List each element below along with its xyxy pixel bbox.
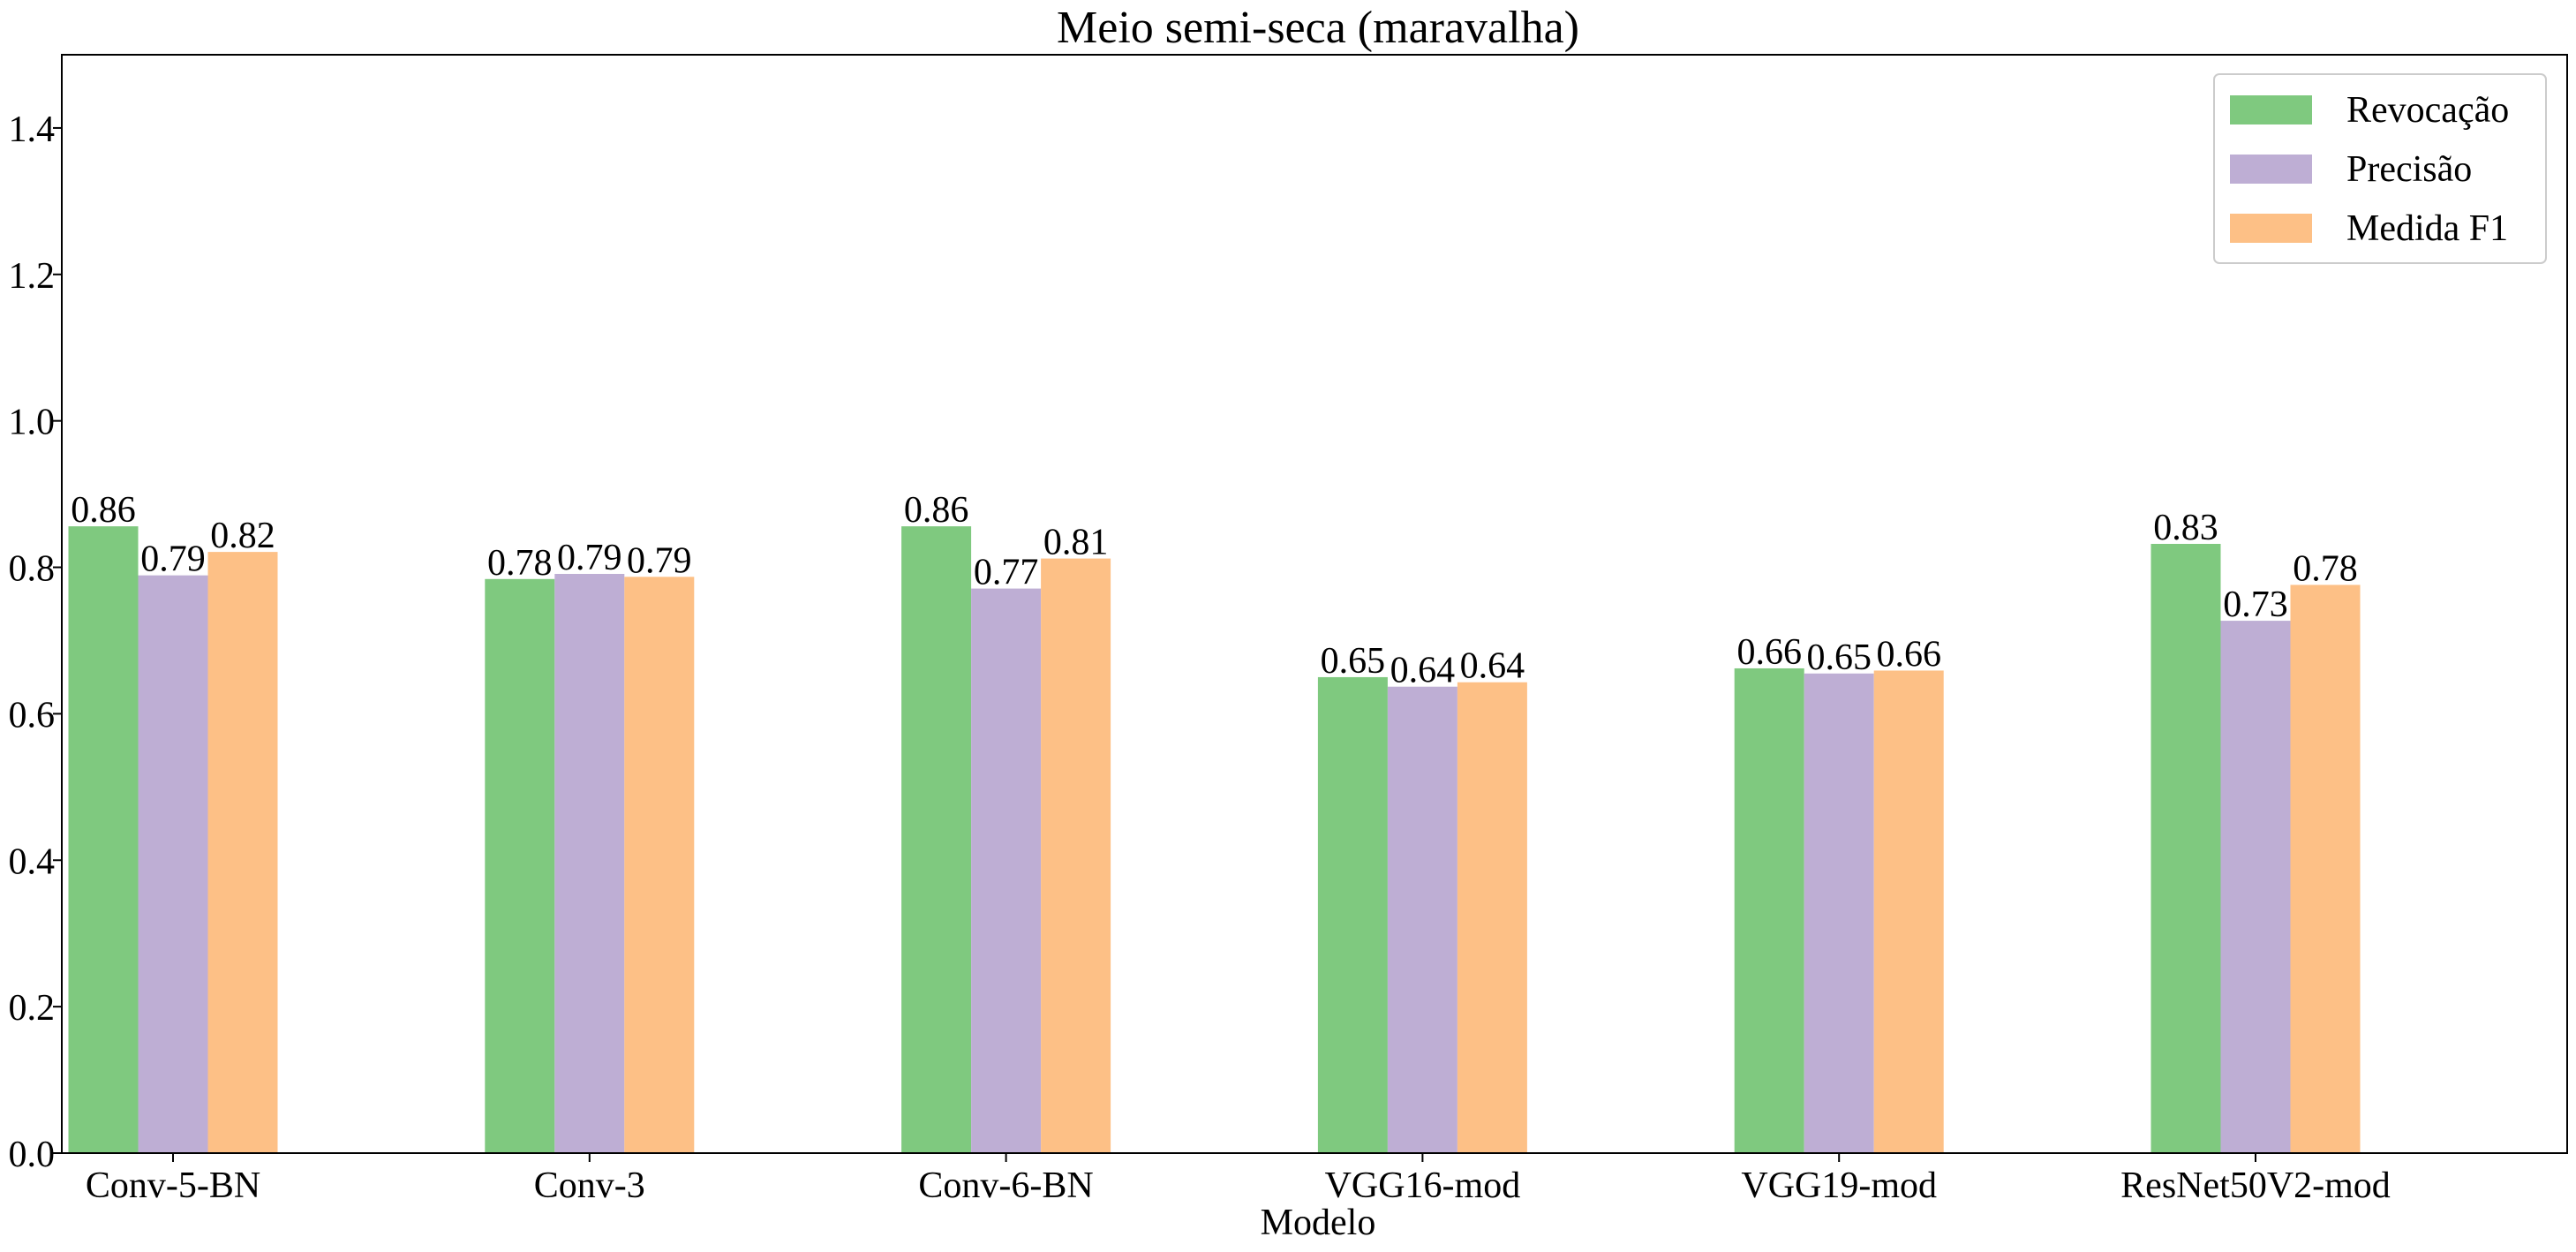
y-tick-label: 0.6 xyxy=(9,695,56,735)
y-tick-label: 0.4 xyxy=(9,841,56,882)
plot-frame xyxy=(61,54,2568,1154)
x-axis-label: Modelo xyxy=(1261,1203,1376,1243)
data-label-3-5: 0.66 xyxy=(1876,634,1941,675)
x-tick-label: ResNet50V2-mod xyxy=(2120,1165,2391,1206)
y-tick-label: 1.2 xyxy=(9,256,56,297)
legend-label-2: Precisão xyxy=(2346,149,2472,190)
data-label-2-3: 0.77 xyxy=(974,553,1039,593)
y-tick-label: 1.4 xyxy=(9,109,56,150)
bar-3-6 xyxy=(2290,585,2361,1153)
data-label-2-5: 0.65 xyxy=(1806,637,1872,678)
x-tick-label: Conv-6-BN xyxy=(918,1165,1093,1206)
data-label-3-1: 0.82 xyxy=(210,516,275,556)
x-tick-label: Conv-3 xyxy=(534,1165,645,1206)
bar-3-2 xyxy=(624,577,695,1153)
data-label-3-3: 0.81 xyxy=(1043,523,1109,563)
bar-3-1 xyxy=(207,552,278,1153)
bar-1-1 xyxy=(68,526,139,1153)
legend-label-3: Medida F1 xyxy=(2346,208,2508,249)
data-label-3-4: 0.64 xyxy=(1460,646,1525,687)
data-label-2-6: 0.73 xyxy=(2223,585,2288,625)
data-label-1-6: 0.83 xyxy=(2153,508,2218,548)
bar-1-3 xyxy=(901,526,972,1153)
bar-2-1 xyxy=(138,575,208,1153)
legend-swatch-3 xyxy=(2230,214,2312,243)
x-tick-label: VGG16-mod xyxy=(1325,1165,1521,1206)
legend-swatch-1 xyxy=(2230,95,2312,124)
data-label-2-2: 0.79 xyxy=(557,538,622,578)
chart-title: Meio semi-seca (maravalha) xyxy=(1057,3,1579,53)
legend-swatch-2 xyxy=(2230,155,2312,184)
data-label-1-1: 0.86 xyxy=(71,490,136,531)
y-tick-label: 1.0 xyxy=(9,403,56,443)
bar-2-3 xyxy=(971,588,1042,1153)
data-label-3-6: 0.78 xyxy=(2293,548,2358,589)
data-label-3-2: 0.79 xyxy=(627,540,692,581)
data-label-1-4: 0.65 xyxy=(1321,641,1386,682)
bar-2-5 xyxy=(1804,673,1874,1153)
legend-label-1: Revocação xyxy=(2346,90,2509,131)
data-label-1-5: 0.66 xyxy=(1736,632,1802,673)
data-label-1-2: 0.78 xyxy=(487,543,553,584)
x-tick-label: Conv-5-BN xyxy=(86,1165,260,1206)
bar-2-2 xyxy=(554,573,625,1153)
bar-1-5 xyxy=(1734,667,1804,1153)
bar-3-5 xyxy=(1873,670,1944,1153)
plot-area: 0.860.780.860.65 0.660.830.79 0.79 0.770.64… xyxy=(9,54,2568,1206)
bar-3-4 xyxy=(1457,682,1527,1153)
bar-1-2 xyxy=(485,578,555,1153)
bar-1-6 xyxy=(2150,543,2221,1153)
bar-3-3 xyxy=(1041,558,1111,1153)
bar-2-4 xyxy=(1387,686,1457,1153)
bar-2-6 xyxy=(2220,621,2291,1153)
data-label-2-1: 0.79 xyxy=(140,539,206,580)
x-tick-label: VGG19-mod xyxy=(1741,1165,1937,1206)
y-tick-label: 0.8 xyxy=(9,549,56,590)
y-tick-label: 0.0 xyxy=(9,1135,56,1175)
y-tick-label: 0.2 xyxy=(9,988,56,1029)
bar-1-4 xyxy=(1317,676,1388,1153)
data-label-2-4: 0.64 xyxy=(1390,651,1456,691)
data-label-1-3: 0.86 xyxy=(904,490,969,531)
